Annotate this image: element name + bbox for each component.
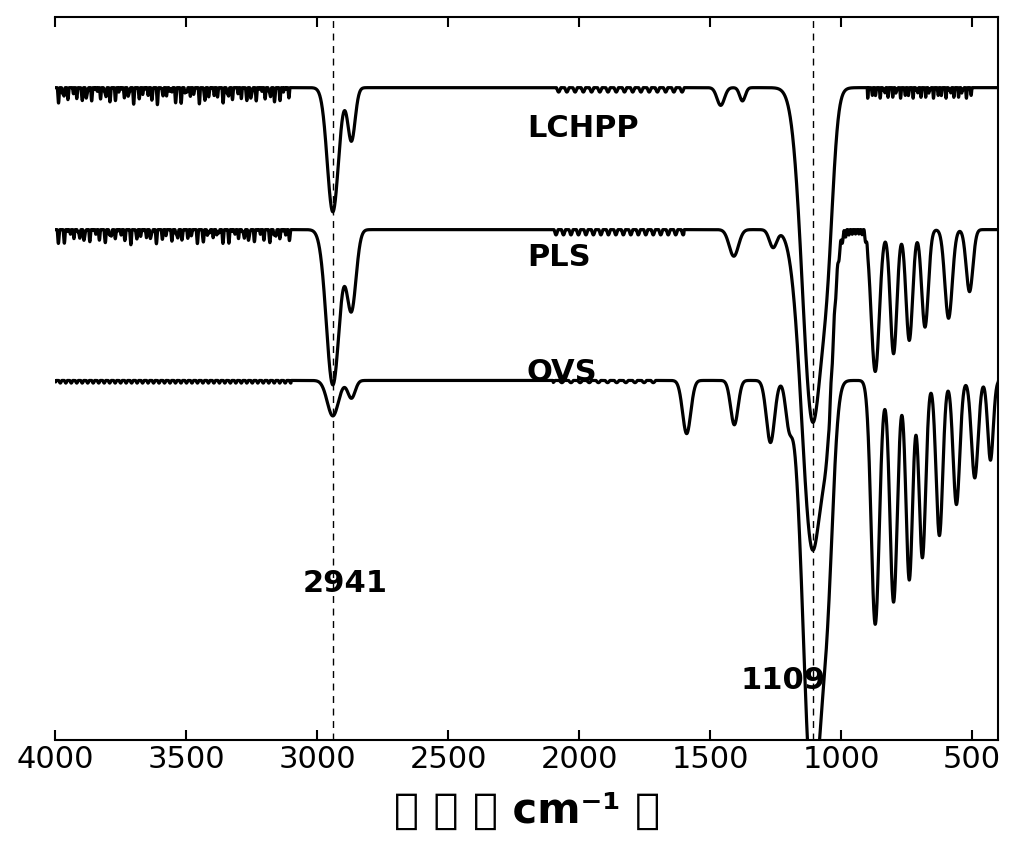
X-axis label: 波 数 （ cm⁻¹ ）: 波 数 （ cm⁻¹ ） xyxy=(393,790,660,832)
Text: OVS: OVS xyxy=(527,358,598,387)
Text: 2941: 2941 xyxy=(304,569,388,598)
Text: PLS: PLS xyxy=(527,243,591,272)
Text: 1109: 1109 xyxy=(741,666,826,695)
Text: LCHPP: LCHPP xyxy=(527,115,639,143)
